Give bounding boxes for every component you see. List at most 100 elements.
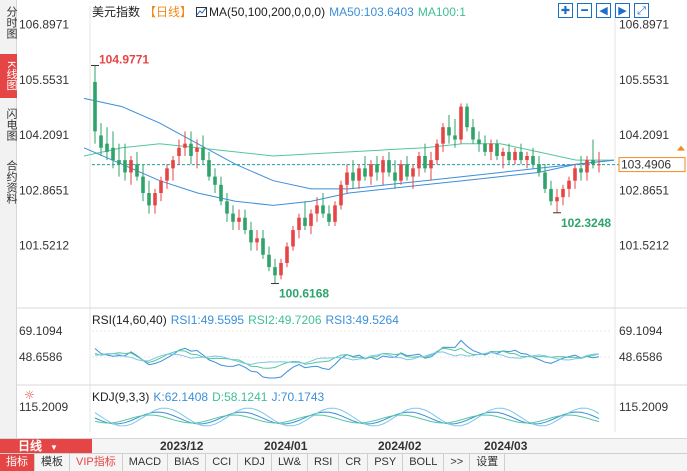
candle-body — [363, 168, 367, 177]
candle-body — [429, 160, 433, 169]
candle-body — [267, 254, 271, 268]
candle-body — [471, 127, 475, 140]
candle-body — [417, 156, 421, 169]
candle-body — [447, 127, 451, 136]
candle-body — [327, 213, 331, 222]
ma-settings-icon[interactable] — [196, 7, 208, 17]
candle-body — [165, 168, 169, 181]
tab-psy[interactable]: PSY — [368, 454, 404, 471]
tab-more[interactable]: >> — [444, 454, 471, 471]
tab-timeshare[interactable]: 分时图 — [5, 5, 17, 39]
tab-macd[interactable]: MACD — [123, 454, 169, 471]
candle-body — [333, 205, 337, 222]
kdj-d-value: D:58.1241 — [212, 390, 268, 404]
candle-body — [519, 151, 523, 161]
candle-body — [351, 172, 355, 181]
price-tick-right: 105.5531 — [619, 73, 669, 87]
tab-flash-chart[interactable]: 闪电图 — [5, 107, 17, 141]
tab-bias[interactable]: BIAS — [168, 454, 207, 471]
ma200-line — [83, 97, 615, 190]
candle-body — [411, 168, 415, 177]
candle-body — [357, 168, 361, 181]
zoom-in-icon[interactable]: ✚ — [558, 3, 573, 18]
price-tick-left: 102.8651 — [19, 183, 69, 197]
chart-toolbar: ✚ ━ ◀ ▶ ⤢ — [558, 3, 649, 18]
candle-body — [339, 184, 343, 206]
period-selector[interactable]: 日线 ▼ — [0, 439, 92, 454]
candle-body — [297, 217, 301, 231]
candle-body — [141, 176, 145, 194]
rsi-tick-left: 69.1094 — [19, 324, 63, 338]
chart-area[interactable]: 106.8971 106.8971 105.5531 105.5531 104.2091… — [17, 0, 687, 438]
candle-body — [201, 147, 205, 161]
x-date-label: 2024/02 — [378, 439, 422, 453]
ma50-line — [83, 147, 615, 206]
candle-body — [591, 160, 595, 165]
move-left-icon[interactable]: ◀ — [596, 3, 611, 18]
candle-body — [195, 147, 199, 152]
rsi2-value: RSI2:49.7206 — [248, 313, 322, 327]
kdj-j-line — [94, 407, 600, 427]
candle-body — [213, 176, 217, 185]
candle-body — [99, 135, 103, 148]
zoom-out-icon[interactable]: ━ — [577, 3, 592, 18]
price-tick-left: 101.5212 — [19, 239, 69, 253]
candle-body — [501, 151, 505, 156]
chevron-down-icon: ▼ — [50, 443, 58, 452]
candle-body — [513, 151, 517, 161]
candle-body — [285, 246, 289, 263]
chart-grid: 106.8971 106.8971 105.5531 105.5531 104.2091… — [17, 6, 687, 432]
candle-body — [279, 262, 283, 276]
rsi-tick-left: 48.6586 — [19, 350, 63, 364]
candle-body — [189, 143, 193, 156]
candle-body — [255, 238, 259, 243]
kdj-tick-right: 115.2009 — [619, 400, 668, 414]
tab-indicators[interactable]: 指标 — [0, 454, 35, 471]
tab-boll[interactable]: BOLL — [403, 454, 445, 471]
moving-averages — [83, 97, 615, 206]
candle-body — [507, 151, 511, 161]
rsi-tick-right: 48.6586 — [619, 350, 663, 364]
fullscreen-icon[interactable]: ⤢ — [634, 3, 649, 18]
tab-cr[interactable]: CR — [339, 454, 369, 471]
tab-rsi[interactable]: RSI — [308, 454, 340, 471]
rsi-panel: 69.1094 69.1094 48.6586 48.6586 — [19, 324, 663, 379]
candle-body — [117, 160, 121, 165]
period-tag: 【日线】 — [144, 5, 193, 19]
kdj-tick-left: 115.2009 — [19, 400, 68, 414]
annotation-high: 104.9771 — [99, 52, 149, 66]
ma100-value: MA100:1 — [417, 5, 466, 19]
candle-body — [273, 267, 277, 276]
price-tick-right: 102.8651 — [619, 183, 669, 197]
tab-contract-info[interactable]: 合约资料 — [5, 160, 17, 204]
candle-body — [423, 156, 427, 169]
annotation-low: 100.6168 — [279, 287, 329, 301]
tab-kline[interactable]: K线图 — [0, 54, 17, 98]
kdj-panel: 115.2009 115.2009 — [19, 400, 668, 427]
price-tick-right: 101.5212 — [619, 239, 669, 253]
candle-body — [177, 147, 181, 156]
move-right-icon[interactable]: ▶ — [615, 3, 630, 18]
price-tick-right: 106.8971 — [619, 17, 669, 31]
candle-body — [183, 143, 187, 148]
instrument-name: 美元指数 — [92, 5, 141, 19]
tab-cci[interactable]: CCI — [206, 454, 239, 471]
candle-body — [435, 143, 439, 161]
candle-body — [171, 160, 175, 169]
candle-body — [567, 180, 571, 189]
candle-body — [369, 164, 373, 177]
candle-body — [129, 160, 133, 173]
candle-body — [555, 197, 559, 202]
kdj-settings-icon[interactable]: ☼ — [24, 388, 35, 402]
tab-vip-indicators[interactable]: VIP指标 — [70, 454, 123, 471]
period-bar: 日线 ▼ 2023/12 2024/01 2024/02 2024/03 — [0, 438, 687, 454]
tab-kdj[interactable]: KDJ — [238, 454, 272, 471]
candle-body — [135, 164, 139, 177]
tab-templates[interactable]: 模板 — [35, 454, 70, 471]
candle-body — [477, 139, 481, 144]
candlesticks: 104.9771 100.6168 102.3248 — [91, 52, 611, 301]
tab-lw[interactable]: LW& — [272, 454, 308, 471]
candle-body — [375, 164, 379, 173]
tab-settings[interactable]: 设置 — [470, 454, 506, 471]
price-tick-left: 106.8971 — [19, 17, 69, 31]
